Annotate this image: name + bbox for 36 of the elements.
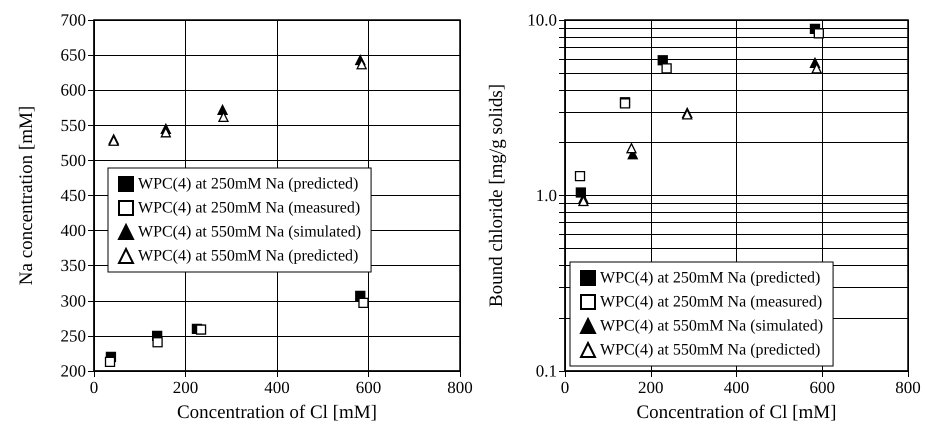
legend-label: WPC(4) at 250mM Na (predicted) <box>138 176 358 192</box>
y-tick-label: 500 <box>60 150 86 170</box>
y-axis-title: Na concentration [mM] <box>16 106 37 286</box>
x-tick-label: 800 <box>447 378 473 397</box>
y-tick-label: 200 <box>60 362 86 380</box>
legend-label: WPC(4) at 550mM Na (simulated) <box>138 224 362 240</box>
y-tick-label: 600 <box>60 80 86 100</box>
legend-label: WPC(4) at 250mM Na (measured) <box>138 200 360 216</box>
legend-label: WPC(4) at 550mM Na (predicted) <box>138 248 358 264</box>
x-tick-label: 600 <box>356 378 382 397</box>
legend-label: WPC(4) at 250mM Na (measured) <box>600 294 822 310</box>
legend-label: WPC(4) at 250mM Na (predicted) <box>600 270 820 286</box>
x-tick-label: 800 <box>895 378 921 397</box>
legend-label: WPC(4) at 550mM Na (simulated) <box>600 318 824 334</box>
y-tick-label: 10.0 <box>527 10 557 30</box>
y-tick-label: 450 <box>60 186 86 205</box>
y-tick-label: 650 <box>60 46 86 65</box>
x-tick-label: 400 <box>264 378 290 397</box>
x-axis-title: Concentration of Cl [mM] <box>636 402 836 423</box>
x-tick-label: 0 <box>90 378 98 397</box>
x-axis-title: Concentration of Cl [mM] <box>177 402 377 423</box>
y-tick-label: 400 <box>60 221 86 240</box>
y-tick-label: 350 <box>60 256 86 276</box>
y-tick-label: 250 <box>60 326 86 346</box>
y-tick-label: 300 <box>60 291 86 310</box>
y-tick-label: 550 <box>60 116 86 135</box>
y-tick-label: 0.1 <box>536 362 557 380</box>
y-axis-title: Bound chloride [mg/g solids] <box>486 84 507 308</box>
x-tick-label: 200 <box>638 378 664 397</box>
legend-label: WPC(4) at 550mM Na (predicted) <box>600 342 820 358</box>
y-tick-label: 1.0 <box>536 186 557 205</box>
x-tick-label: 400 <box>724 378 750 397</box>
x-tick-label: 0 <box>560 378 570 397</box>
x-tick-label: 200 <box>172 378 198 397</box>
x-tick-label: 600 <box>810 378 835 397</box>
y-tick-label: 700 <box>60 10 86 30</box>
